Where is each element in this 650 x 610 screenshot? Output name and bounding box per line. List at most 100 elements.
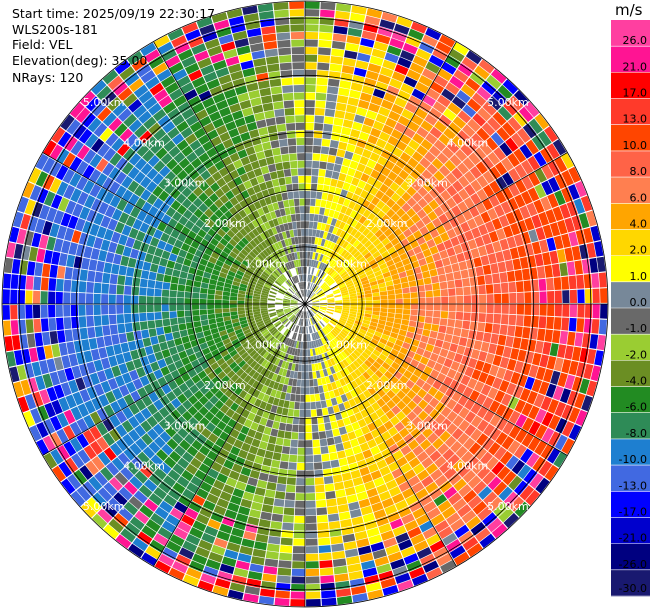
- gate-cell: [281, 407, 289, 416]
- gate-cell: [469, 321, 478, 331]
- gate-cell: [108, 314, 117, 325]
- gate-cell: [380, 530, 395, 541]
- gate-cell: [346, 282, 354, 288]
- gate-cell: [276, 575, 291, 584]
- gate-cell: [249, 177, 259, 187]
- gate-cell: [173, 95, 187, 108]
- gate-cell: [96, 336, 105, 348]
- gate-cell: [293, 538, 305, 546]
- gate-cell: [252, 104, 264, 114]
- gate-cell: [285, 492, 296, 501]
- gate-cell: [489, 400, 501, 413]
- colorbar-tick-label: -10.0: [619, 453, 647, 466]
- gate-cell: [198, 406, 209, 417]
- gate-cell: [348, 501, 360, 511]
- gate-cell: [260, 299, 268, 303]
- gate-cell: [561, 233, 571, 248]
- gate-cell: [539, 304, 547, 316]
- gate-cell: [100, 380, 112, 394]
- gate-cell: [474, 360, 485, 372]
- gate-cell: [213, 233, 223, 242]
- gate-cell: [148, 492, 163, 506]
- gate-cell: [426, 297, 434, 304]
- gate-cell: [380, 299, 388, 304]
- range-ring-label: 1.00km: [245, 258, 287, 271]
- gate-cell: [217, 345, 227, 353]
- gate-cell: [540, 396, 552, 411]
- gate-cell: [561, 421, 575, 437]
- gate-cell: [144, 345, 154, 356]
- gate-cell: [46, 207, 58, 223]
- gate-cell: [540, 444, 554, 460]
- gate-cell: [334, 346, 341, 355]
- gate-cell: [233, 439, 244, 449]
- gate-cell: [267, 474, 278, 483]
- gate-cell: [440, 418, 452, 430]
- gate-cell: [185, 533, 201, 546]
- gate-cell: [287, 222, 293, 230]
- gate-cell: [310, 401, 317, 410]
- gate-cell: [353, 523, 366, 533]
- gate-cell: [464, 424, 477, 437]
- gate-cell: [201, 324, 210, 332]
- gate-cell: [554, 290, 562, 304]
- gate-cell: [269, 347, 277, 355]
- gate-cell: [295, 356, 300, 364]
- gate-cell: [56, 428, 69, 444]
- gate-cell: [267, 298, 276, 301]
- gate-cell: [410, 427, 422, 439]
- gate-cell: [491, 217, 503, 231]
- gate-cell: [452, 498, 467, 512]
- gate-cell: [56, 225, 67, 240]
- gate-cell: [134, 411, 146, 424]
- gate-cell: [248, 445, 259, 455]
- gate-cell: [318, 309, 326, 313]
- gate-cell: [507, 116, 522, 132]
- gate-cell: [485, 313, 494, 324]
- gate-cell: [277, 290, 285, 295]
- gate-cell: [154, 288, 162, 297]
- gate-cell: [170, 199, 182, 211]
- gate-cell: [401, 202, 412, 213]
- gate-cell: [363, 380, 372, 390]
- gate-cell: [116, 314, 125, 324]
- gate-cell: [91, 80, 107, 96]
- gate-cell: [58, 197, 70, 212]
- gate-cell: [306, 259, 310, 267]
- gate-cell: [495, 403, 507, 417]
- gate-cell: [253, 293, 261, 297]
- gate-cell: [220, 349, 229, 358]
- gate-cell: [161, 250, 171, 260]
- gate-cell: [277, 430, 285, 439]
- gate-cell: [164, 356, 174, 366]
- gate-cell: [322, 384, 329, 393]
- gate-cell: [535, 424, 548, 440]
- gate-cell: [458, 484, 472, 498]
- gate-cell: [590, 365, 601, 382]
- gate-cell: [416, 278, 425, 286]
- gate-cell: [513, 480, 529, 496]
- gate-cell: [189, 214, 199, 224]
- gate-cell: [212, 59, 227, 71]
- gate-cell: [534, 408, 547, 424]
- gate-cell: [350, 12, 366, 23]
- gate-cell: [154, 351, 164, 361]
- gate-cell: [336, 95, 349, 104]
- gate-cell: [132, 358, 143, 369]
- gate-cell: [338, 172, 347, 182]
- gate-cell: [392, 278, 401, 285]
- gate-cell: [141, 270, 150, 280]
- gate-cell: [248, 337, 256, 344]
- gate-cell: [451, 262, 460, 272]
- gate-cell: [307, 282, 310, 290]
- gate-cell: [219, 204, 229, 214]
- gate-cell: [248, 368, 257, 378]
- gate-cell: [443, 467, 457, 480]
- gate-cell: [316, 289, 323, 295]
- gate-cell: [287, 362, 293, 371]
- gate-cell: [266, 267, 273, 274]
- gate-cell: [559, 203, 571, 219]
- gate-cell: [418, 258, 427, 267]
- gate-cell: [279, 184, 287, 193]
- gate-cell: [521, 417, 534, 432]
